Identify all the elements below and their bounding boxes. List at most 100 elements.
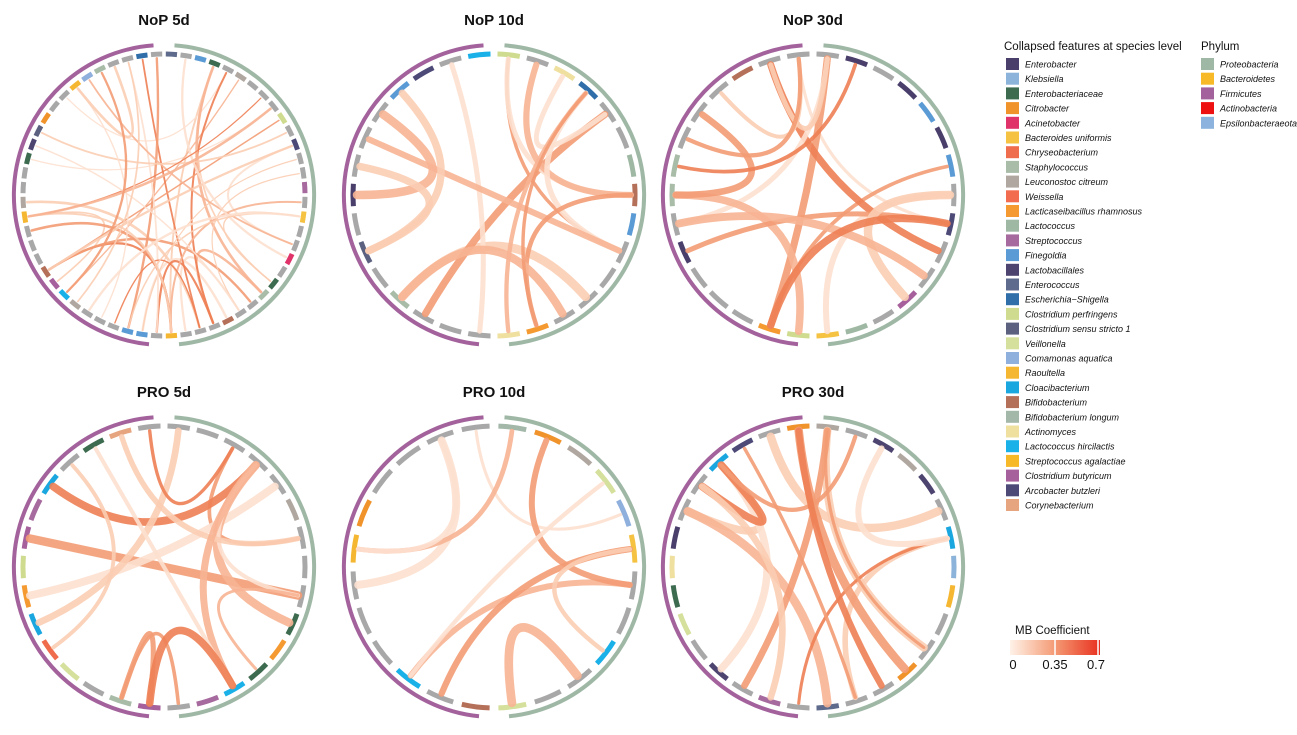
- chord-link: [449, 62, 486, 334]
- phylum-legend-swatch: [1201, 58, 1214, 70]
- feature-sector: [268, 277, 280, 290]
- feature-legend-swatch: [1006, 440, 1019, 453]
- chord-link: [797, 536, 949, 705]
- feature-sector: [872, 65, 895, 81]
- phylum-legend-label: Bacteroidetes: [1220, 74, 1276, 84]
- feature-sector: [82, 681, 105, 697]
- chord-link: [88, 79, 293, 245]
- feature-sector: [616, 499, 632, 527]
- feature-sector: [412, 309, 435, 325]
- chord-link: [719, 56, 803, 139]
- feature-sector: [412, 65, 435, 81]
- feature-sector: [296, 526, 307, 550]
- feature-sector: [223, 437, 246, 453]
- feature-sector: [526, 55, 550, 68]
- feature-legend-swatch: [1006, 175, 1019, 188]
- chord-link: [352, 110, 437, 200]
- feature-legend-swatch: [1006, 396, 1019, 409]
- feature-sector: [816, 51, 840, 59]
- feature-legend-swatch: [1006, 234, 1019, 247]
- feature-legend: Collapsed features at species level Ente…: [1004, 41, 1182, 511]
- chord-link: [181, 58, 288, 259]
- chord-link: [354, 436, 461, 589]
- feature-legend-label: Staphylococcus: [1025, 162, 1089, 172]
- feature-sector: [498, 423, 527, 433]
- feature-sector: [566, 445, 593, 467]
- chord-link: [31, 108, 272, 171]
- feature-sector: [58, 89, 71, 102]
- feature-sector: [945, 526, 956, 550]
- feature-legend-label: Bifidobacterium: [1025, 398, 1088, 408]
- feature-sector: [677, 613, 692, 636]
- chord-link: [528, 437, 633, 588]
- feature-legend-swatch: [1006, 58, 1019, 70]
- feature-sector: [731, 65, 754, 81]
- feature-legend-swatch: [1006, 116, 1019, 129]
- chord-panel: PRO 5d: [11, 384, 317, 719]
- feature-sector: [934, 241, 949, 264]
- feature-legend-label: Streptococcus: [1025, 236, 1083, 246]
- chord-link: [35, 427, 182, 627]
- phylum-arc-firmicutes: [660, 415, 803, 719]
- phylum-arc-firmicutes: [11, 415, 154, 719]
- feature-legend-label: Lactobacillales: [1025, 265, 1085, 275]
- feature-legend-label: Bifidobacterium longum: [1025, 412, 1120, 422]
- feature-legend-label: Clostridium butyricum: [1025, 471, 1112, 481]
- feature-legend-swatch: [1006, 278, 1019, 291]
- feature-sector: [534, 429, 562, 445]
- feature-sector: [223, 681, 246, 697]
- phylum-legend-swatch: [1201, 116, 1214, 129]
- feature-legend-swatch: [1006, 307, 1019, 320]
- chord-link: [719, 434, 858, 512]
- chord-link: [797, 57, 949, 226]
- feature-sector: [108, 427, 132, 440]
- feature-legend-label: Cloacibacterium: [1025, 383, 1090, 393]
- feature-sector: [526, 322, 550, 335]
- feature-sector: [69, 299, 82, 311]
- feature-sector: [285, 498, 300, 521]
- feature-legend-label: Raoultella: [1025, 368, 1065, 378]
- chord-link: [27, 107, 272, 218]
- feature-sector: [872, 681, 895, 697]
- chord-link: [742, 446, 857, 699]
- chord-link: [76, 65, 134, 139]
- feature-sector: [234, 308, 247, 319]
- chord-link: [365, 136, 623, 254]
- phylum-legend-label: Proteobacteria: [1220, 60, 1279, 70]
- feature-sector: [40, 112, 51, 125]
- chord-link: [698, 483, 786, 701]
- panel-title: NoP 10d: [464, 12, 524, 29]
- chord-link: [49, 461, 260, 526]
- feature-sector: [24, 225, 32, 238]
- feature-sector: [180, 52, 193, 60]
- feature-sector: [708, 662, 729, 681]
- feature-legend-swatch: [1006, 263, 1019, 276]
- feature-sector: [135, 330, 148, 338]
- feature-sector: [296, 152, 304, 165]
- feature-sector: [167, 703, 191, 711]
- feature-sector: [426, 429, 454, 445]
- feature-sector: [731, 681, 754, 697]
- feature-sector: [20, 196, 27, 209]
- feature-legend-swatch: [1006, 190, 1019, 203]
- phylum-arc-proteobacteria: [174, 415, 317, 719]
- feature-legend-swatch: [1006, 87, 1019, 100]
- feature-sector: [165, 332, 178, 339]
- feature-sector: [845, 427, 869, 440]
- feature-legend-swatch: [1006, 425, 1019, 438]
- chord-link: [66, 72, 227, 142]
- feature-sector: [41, 639, 59, 661]
- feature-sector: [350, 534, 360, 563]
- feature-sector: [121, 327, 134, 335]
- feature-sector: [461, 423, 490, 433]
- feature-sector: [121, 55, 134, 63]
- feature-legend-label: Enterobacter: [1025, 60, 1078, 70]
- feature-sector: [20, 181, 27, 194]
- feature-sector: [350, 571, 360, 600]
- feature-legend-label: Bacteroides uniformis: [1025, 133, 1112, 143]
- chord-link: [504, 623, 582, 708]
- feature-sector: [48, 100, 60, 113]
- feature-legend-label: Comamonas aquatica: [1025, 354, 1113, 364]
- feature-sector: [21, 166, 29, 179]
- chord-panels: NoP 5d NoP 10d NoP 30d PRO 5d PRO 10d PRO 30d: [11, 12, 966, 719]
